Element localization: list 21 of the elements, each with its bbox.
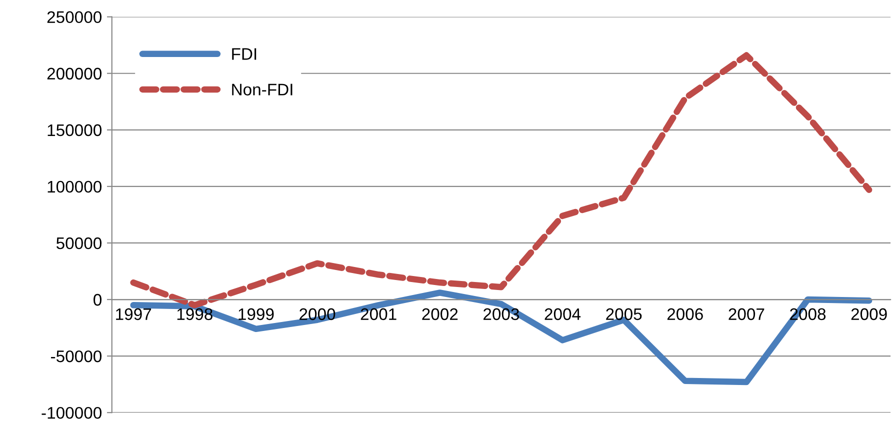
- y-tick-label: 200000: [47, 68, 102, 80]
- x-tick-label: 1997: [116, 308, 152, 320]
- x-tick-label: 2000: [300, 308, 336, 320]
- legend-label: Non-FDI: [232, 84, 292, 96]
- y-tick-label: 0: [94, 294, 102, 306]
- x-tick-label: 2002: [422, 308, 458, 320]
- x-tick-label: 1998: [177, 308, 212, 320]
- y-tick-label: -50000: [51, 350, 102, 362]
- x-tick-label: 2009: [851, 308, 887, 320]
- x-tick-label: 1999: [238, 308, 274, 320]
- y-tick-label: 150000: [48, 124, 102, 136]
- y-tick-label: -100000: [42, 406, 102, 419]
- x-tick-label: 2006: [667, 308, 703, 320]
- x-tick-label: 2007: [728, 308, 764, 320]
- x-tick-label: 2001: [360, 308, 396, 320]
- x-tick-label: 2004: [544, 308, 581, 320]
- y-tick-label: 100000: [48, 180, 102, 193]
- y-tick-label: 250000: [47, 11, 102, 24]
- y-tick-label: 50000: [56, 237, 102, 250]
- x-tick-label: 2005: [606, 308, 642, 320]
- legend-label: FDI: [232, 48, 256, 60]
